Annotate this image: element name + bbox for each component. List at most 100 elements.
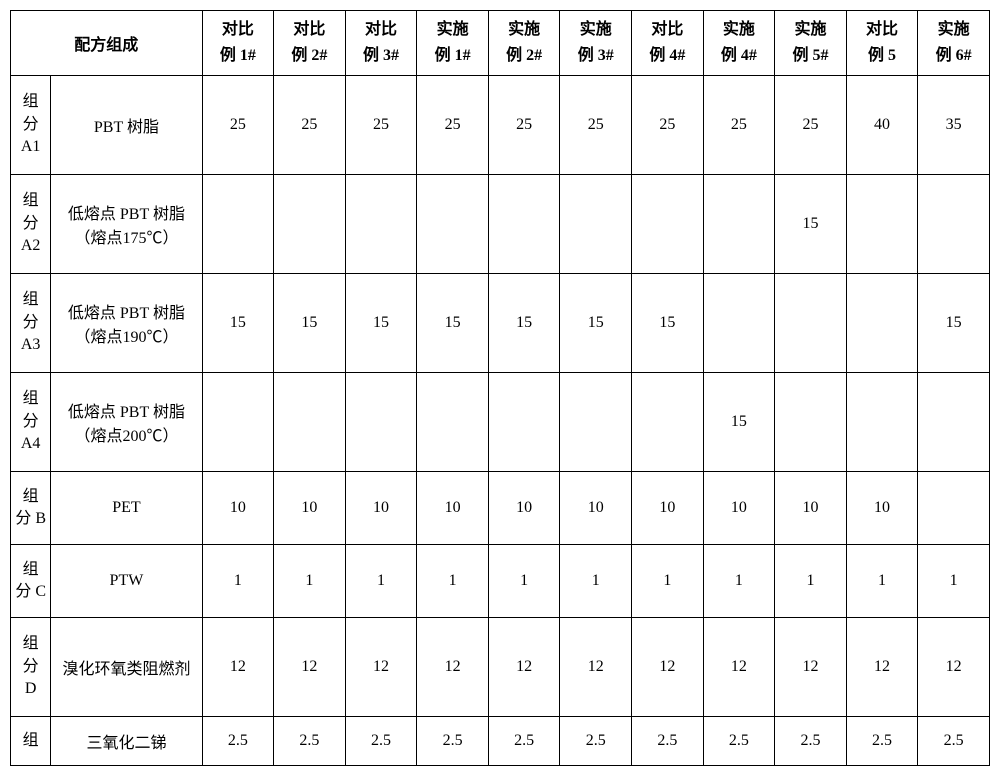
cell: 12 xyxy=(488,618,560,717)
cell: 12 xyxy=(846,618,918,717)
cell xyxy=(274,373,346,472)
cell: 25 xyxy=(703,76,775,175)
row-group-label: 组分D xyxy=(11,618,51,717)
cell: 1 xyxy=(417,545,489,618)
cell: 1 xyxy=(918,545,990,618)
row-group-label: 组分A3 xyxy=(11,274,51,373)
row-group-label: 组分 B xyxy=(11,472,51,545)
cell: 12 xyxy=(202,618,274,717)
table-row: 组分A2 低熔点 PBT 树脂（熔点175℃） 15 xyxy=(11,175,990,274)
cell: 12 xyxy=(417,618,489,717)
col-header: 实施例 3# xyxy=(560,11,632,76)
col-header: 对比例 1# xyxy=(202,11,274,76)
cell xyxy=(202,175,274,274)
cell: 25 xyxy=(560,76,632,175)
table-header-row: 配方组成 对比例 1# 对比例 2# 对比例 3# 实施例 1# 实施例 2# … xyxy=(11,11,990,76)
cell: 15 xyxy=(775,175,847,274)
formulation-table: 配方组成 对比例 1# 对比例 2# 对比例 3# 实施例 1# 实施例 2# … xyxy=(10,10,990,766)
cell: 15 xyxy=(560,274,632,373)
cell xyxy=(703,175,775,274)
cell: 1 xyxy=(345,545,417,618)
cell xyxy=(417,373,489,472)
ingredient-name: 低熔点 PBT 树脂（熔点190℃） xyxy=(51,274,202,373)
ingredient-name: PET xyxy=(51,472,202,545)
cell: 10 xyxy=(345,472,417,545)
table-row: 组分D 溴化环氧类阻燃剂 12 12 12 12 12 12 12 12 12 … xyxy=(11,618,990,717)
cell: 25 xyxy=(775,76,847,175)
cell xyxy=(846,373,918,472)
cell xyxy=(632,373,704,472)
cell: 2.5 xyxy=(274,717,346,766)
cell: 25 xyxy=(274,76,346,175)
cell: 1 xyxy=(632,545,704,618)
cell xyxy=(846,274,918,373)
cell: 12 xyxy=(345,618,417,717)
cell: 2.5 xyxy=(345,717,417,766)
cell: 10 xyxy=(846,472,918,545)
ingredient-name: 溴化环氧类阻燃剂 xyxy=(51,618,202,717)
cell: 1 xyxy=(202,545,274,618)
cell: 10 xyxy=(202,472,274,545)
cell xyxy=(703,274,775,373)
cell: 12 xyxy=(918,618,990,717)
cell: 25 xyxy=(488,76,560,175)
table-row: 组分A1 PBT 树脂 25 25 25 25 25 25 25 25 25 4… xyxy=(11,76,990,175)
col-header: 对比例 5 xyxy=(846,11,918,76)
cell xyxy=(918,373,990,472)
col-header: 对比例 4# xyxy=(632,11,704,76)
cell xyxy=(345,373,417,472)
row-group-label: 组分A2 xyxy=(11,175,51,274)
cell: 1 xyxy=(488,545,560,618)
cell: 2.5 xyxy=(703,717,775,766)
cell: 10 xyxy=(560,472,632,545)
cell xyxy=(775,274,847,373)
cell: 25 xyxy=(345,76,417,175)
cell: 10 xyxy=(632,472,704,545)
cell: 15 xyxy=(918,274,990,373)
cell xyxy=(488,175,560,274)
cell: 12 xyxy=(632,618,704,717)
table-row: 组分A4 低熔点 PBT 树脂（熔点200℃） 15 xyxy=(11,373,990,472)
cell: 40 xyxy=(846,76,918,175)
col-header: 对比例 2# xyxy=(274,11,346,76)
cell: 2.5 xyxy=(918,717,990,766)
cell xyxy=(918,472,990,545)
cell: 12 xyxy=(703,618,775,717)
cell: 25 xyxy=(417,76,489,175)
cell xyxy=(345,175,417,274)
row-group-label: 组 xyxy=(11,717,51,766)
cell: 1 xyxy=(703,545,775,618)
cell: 15 xyxy=(703,373,775,472)
cell xyxy=(632,175,704,274)
cell: 2.5 xyxy=(417,717,489,766)
row-group-label: 组分A4 xyxy=(11,373,51,472)
col-header: 实施例 5# xyxy=(775,11,847,76)
cell: 10 xyxy=(703,472,775,545)
cell xyxy=(560,373,632,472)
ingredient-name: 三氧化二锑 xyxy=(51,717,202,766)
cell xyxy=(846,175,918,274)
cell xyxy=(274,175,346,274)
cell xyxy=(560,175,632,274)
col-header: 对比例 3# xyxy=(345,11,417,76)
cell: 2.5 xyxy=(488,717,560,766)
cell: 15 xyxy=(274,274,346,373)
header-merged-label: 配方组成 xyxy=(11,11,203,76)
cell: 15 xyxy=(632,274,704,373)
cell xyxy=(775,373,847,472)
table-row: 组分A3 低熔点 PBT 树脂（熔点190℃） 15 15 15 15 15 1… xyxy=(11,274,990,373)
cell: 15 xyxy=(202,274,274,373)
cell: 1 xyxy=(775,545,847,618)
cell: 10 xyxy=(488,472,560,545)
cell: 2.5 xyxy=(632,717,704,766)
row-group-label: 组分A1 xyxy=(11,76,51,175)
cell: 12 xyxy=(775,618,847,717)
cell: 15 xyxy=(345,274,417,373)
cell: 25 xyxy=(202,76,274,175)
cell: 2.5 xyxy=(846,717,918,766)
cell: 10 xyxy=(417,472,489,545)
table-row: 组分 B PET 10 10 10 10 10 10 10 10 10 10 xyxy=(11,472,990,545)
cell: 2.5 xyxy=(775,717,847,766)
cell: 1 xyxy=(274,545,346,618)
cell: 10 xyxy=(775,472,847,545)
